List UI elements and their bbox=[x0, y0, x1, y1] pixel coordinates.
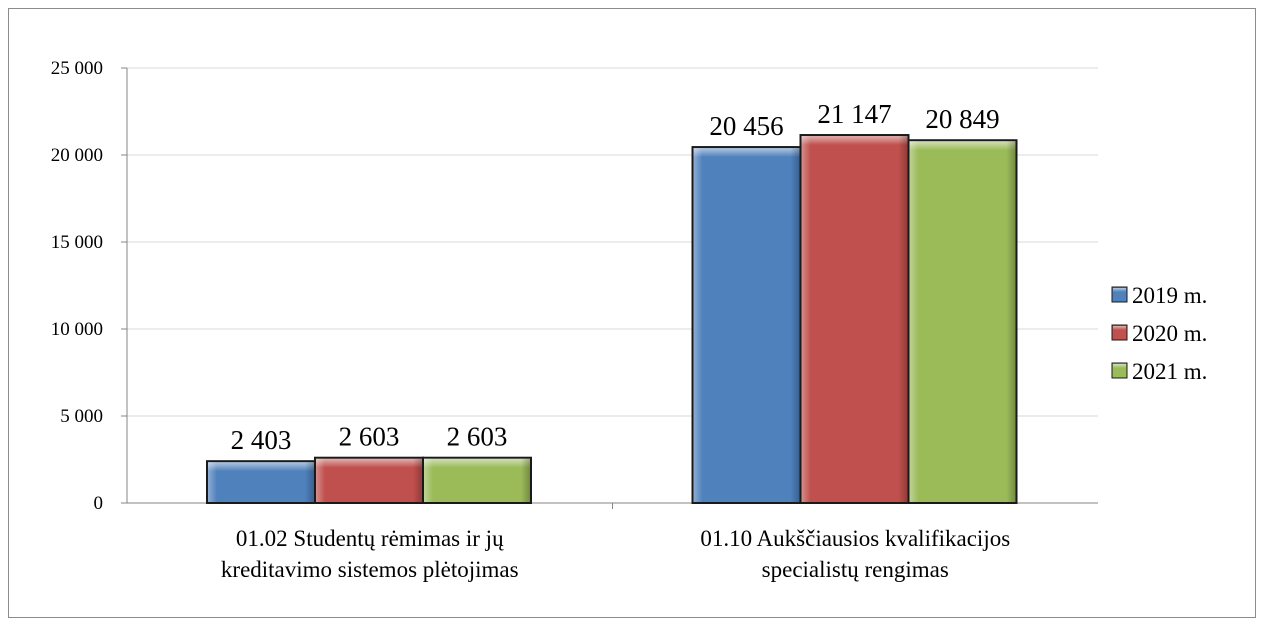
chart-frame bbox=[8, 8, 1256, 618]
legend-label: 2019 m. bbox=[1132, 283, 1207, 308]
data-label: 21 147 bbox=[817, 99, 891, 129]
y-tick-label: 15 000 bbox=[51, 232, 103, 253]
bar bbox=[206, 460, 316, 505]
legend-label: 2020 m. bbox=[1132, 321, 1207, 346]
x-category-label: specialistų rengimas bbox=[762, 557, 949, 582]
y-tick-label: 20 000 bbox=[51, 145, 103, 166]
x-category-label: 01.02 Studentų rėmimas ir jų bbox=[236, 526, 504, 551]
data-label: 2 603 bbox=[339, 422, 400, 452]
bar bbox=[422, 456, 532, 504]
x-category-label: kreditavimo sistemos plėtojimas bbox=[221, 557, 519, 582]
data-label: 2 403 bbox=[231, 425, 292, 455]
data-label: 20 849 bbox=[925, 104, 999, 134]
legend-item: 2019 m. bbox=[1111, 283, 1207, 308]
legend-item: 2020 m. bbox=[1111, 321, 1207, 346]
data-label: 20 456 bbox=[709, 111, 783, 141]
y-tick-label: 0 bbox=[94, 493, 104, 514]
bar bbox=[314, 456, 424, 504]
bar bbox=[799, 134, 910, 504]
legend: 2019 m. 2020 m. 2021 m. bbox=[1111, 283, 1207, 384]
y-tick-label: 25 000 bbox=[51, 58, 103, 79]
bar bbox=[907, 139, 1018, 505]
data-label: 2 603 bbox=[447, 422, 508, 452]
y-tick-label: 5 000 bbox=[60, 406, 103, 427]
legend-item: 2021 m. bbox=[1111, 359, 1207, 384]
labels: 0 5 000 10 000 15 000 20 000 25 000 2 403 2 603… bbox=[51, 58, 1010, 582]
legend-label: 2021 m. bbox=[1132, 359, 1207, 384]
x-category-label: 01.10 Aukščiausios kvalifikacijos bbox=[700, 526, 1010, 551]
y-tick-label: 10 000 bbox=[51, 319, 103, 340]
bars bbox=[206, 134, 1018, 505]
bar bbox=[691, 146, 802, 504]
